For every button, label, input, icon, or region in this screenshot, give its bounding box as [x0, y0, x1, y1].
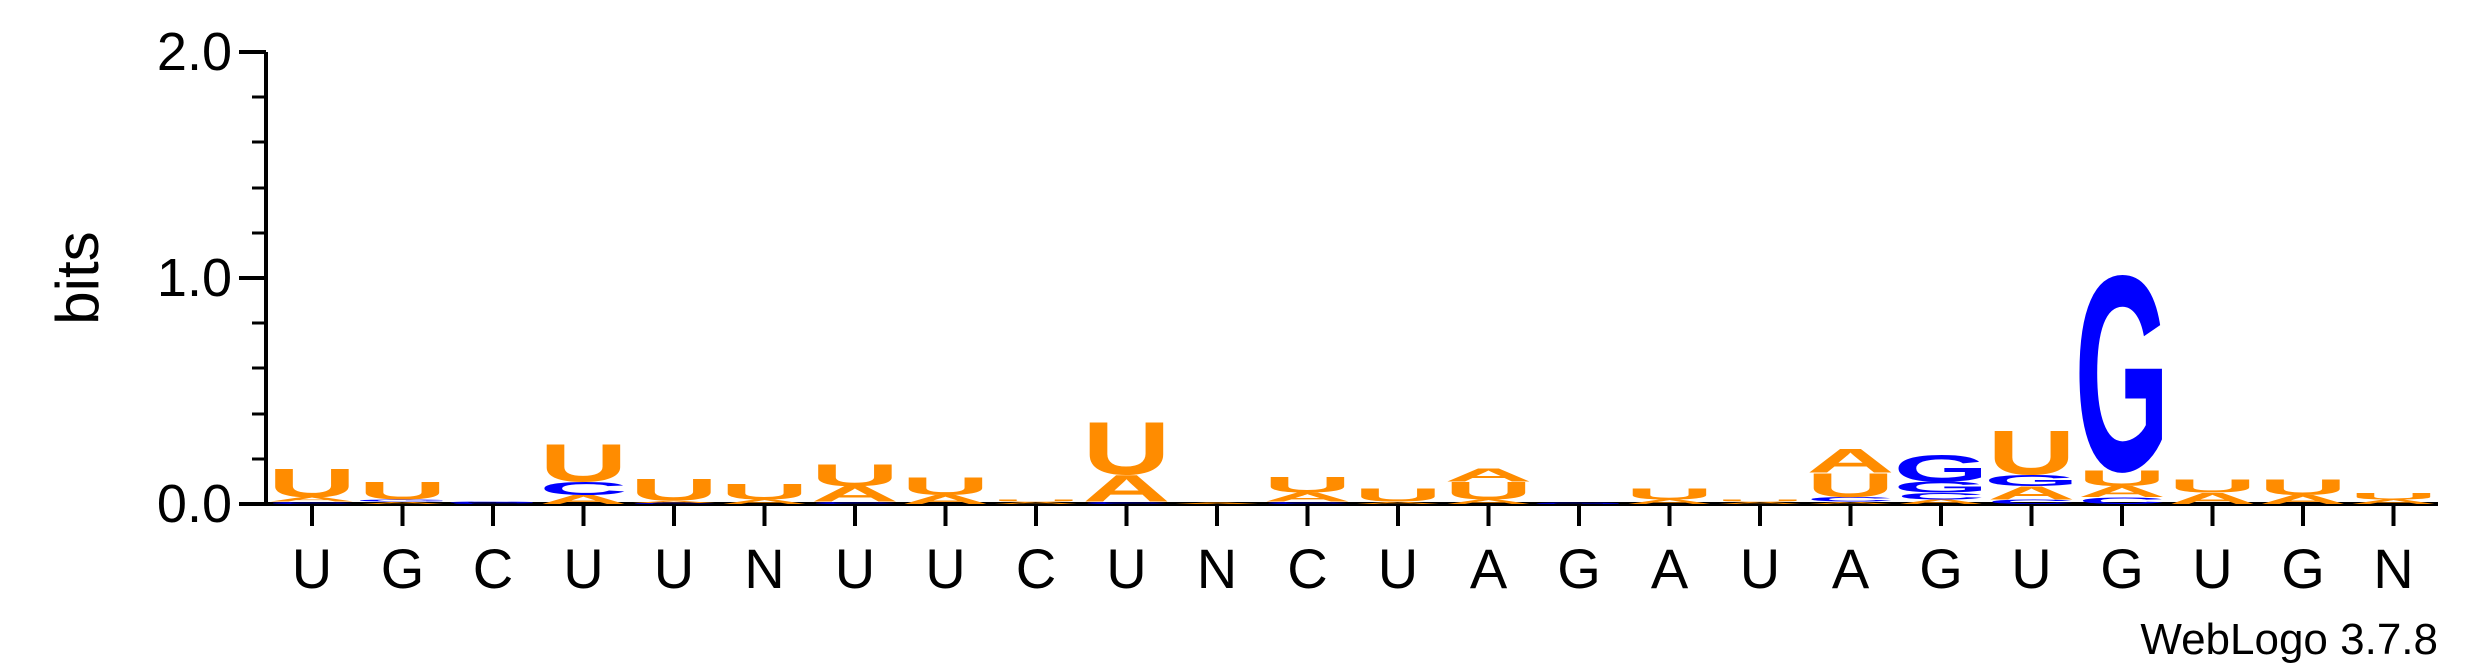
y-tick-label-0: 0.0 [157, 474, 232, 534]
logo-letter-u: U [1444, 477, 1532, 505]
x-tick-label: U [1378, 537, 1418, 600]
logo-letter-u: U [2259, 475, 2347, 500]
logo-letter-u: U [720, 480, 808, 505]
logo-letter-g: G [1984, 472, 2079, 489]
weblogo-credit: WebLogo 3.7.8 [2140, 615, 2438, 664]
logo-letter-a: A [2349, 498, 2437, 505]
x-tick-label: U [925, 537, 965, 600]
logo-letter-c: C [1263, 501, 1351, 504]
x-tick-label: G [381, 537, 425, 600]
logo-letter-a: A [1263, 490, 1351, 504]
logo-letter-a: A [1173, 503, 1261, 505]
logo-letter-a: A [1987, 482, 2075, 503]
logo-letter-u: U [901, 472, 989, 500]
logo-letter-a: A [1444, 464, 1532, 485]
x-tick-label: U [2011, 537, 2051, 600]
x-tick-label: U [563, 537, 603, 600]
logo-letter-a: A [1625, 498, 1713, 505]
logo-letter-u: U [1987, 418, 2075, 488]
logo-letter-a: A [1897, 498, 1985, 505]
logo-letter-g: G [355, 499, 450, 502]
y-axis-label: bits [44, 231, 111, 324]
logo-letter-c: C [1806, 496, 1894, 503]
logo-letter-u: U [1082, 406, 1170, 491]
logo-letter-c: C [1082, 501, 1170, 504]
x-tick-label: C [1016, 537, 1056, 600]
logo-letter-u: U [992, 499, 1080, 502]
x-tick-label: C [473, 537, 513, 600]
x-tick-label: U [1740, 537, 1780, 600]
logo-letter-u: U [1625, 485, 1713, 502]
logo-letter-a: A [1082, 468, 1170, 510]
logo-letter-c: C [449, 503, 537, 505]
x-tick-label: U [292, 537, 332, 600]
x-tick-label: C [1287, 537, 1327, 600]
logo-letter-u: U [811, 457, 899, 492]
y-tick-label-2: 2.0 [157, 22, 232, 82]
logo-letter-c: C [630, 503, 718, 505]
x-tick-label: G [1557, 537, 1601, 600]
x-tick-label: U [654, 537, 694, 600]
x-tick-label: N [744, 537, 784, 600]
logo-letter-a: A [630, 500, 718, 503]
logo-letter-g: G [2074, 217, 2169, 529]
logo-letter-a: A [992, 501, 1080, 504]
logo-letter-c: C [1987, 498, 2075, 505]
x-tick-label: A [1470, 537, 1508, 600]
logo-letter-a: A [811, 482, 899, 507]
logo-letter-a: A [2168, 490, 2256, 507]
x-tick-label: U [1106, 537, 1146, 600]
logo-letter-u: U [358, 477, 446, 505]
logo-letter-u: U [2078, 466, 2166, 491]
x-tick-label: U [835, 537, 875, 600]
logo-letter-u: U [1806, 466, 1894, 504]
logo-letter-g: G [1531, 503, 1626, 505]
logo-letter-u: U [2168, 476, 2256, 497]
logo-letter-a: A [1806, 501, 1894, 504]
logo-letter-c: C [268, 501, 356, 504]
logo-letter-u: U [1263, 473, 1351, 498]
logo-letter-a: A [1354, 501, 1442, 504]
logo-letter-g: G [1893, 448, 1988, 490]
x-tick-label: G [2100, 537, 2144, 600]
logo-letter-u: U [1716, 499, 1804, 502]
logo-letter-a: A [2078, 483, 2166, 500]
logo-letter-a: A [2259, 493, 2347, 507]
x-tick-label: N [2373, 537, 2413, 600]
logo-letter-c: C [1897, 491, 1985, 501]
y-tick-label-1: 1.0 [157, 248, 232, 308]
logo-letter-a: A [720, 498, 808, 505]
logo-letter-u: U [1354, 485, 1442, 506]
logo-letter-a: A [539, 493, 627, 507]
logo-letter-u: U [539, 433, 627, 492]
logo-letter-a: A [268, 496, 356, 503]
x-tick-label: U [2192, 537, 2232, 600]
logo-letter-c: C [539, 478, 627, 499]
logo-letter-g: G [445, 502, 540, 504]
x-ticks [310, 504, 2396, 526]
logo-letter-c: C [2078, 496, 2166, 506]
x-tick-label: G [2281, 537, 2325, 600]
logo-letter-c: C [811, 501, 899, 504]
axes: 2.0 1.0 0.0 bits [44, 22, 2438, 534]
logo-letter-u: U [268, 461, 356, 506]
logo-letter-u: U [630, 472, 718, 507]
logo-letter-u: U [2349, 491, 2437, 501]
logo-letter-a: A [901, 493, 989, 507]
x-tick-label: G [1919, 537, 1963, 600]
logo-letter-g: G [1893, 479, 1988, 496]
x-tick-label: A [1651, 537, 1689, 600]
logo-letter-a: A [1444, 498, 1532, 505]
x-tick-label: N [1197, 537, 1237, 600]
x-tick-label: A [1832, 537, 1870, 600]
logo-letter-a: A [1806, 442, 1894, 480]
logo-letter-a: A [358, 501, 446, 504]
logo-letter-a: A [1716, 501, 1804, 504]
